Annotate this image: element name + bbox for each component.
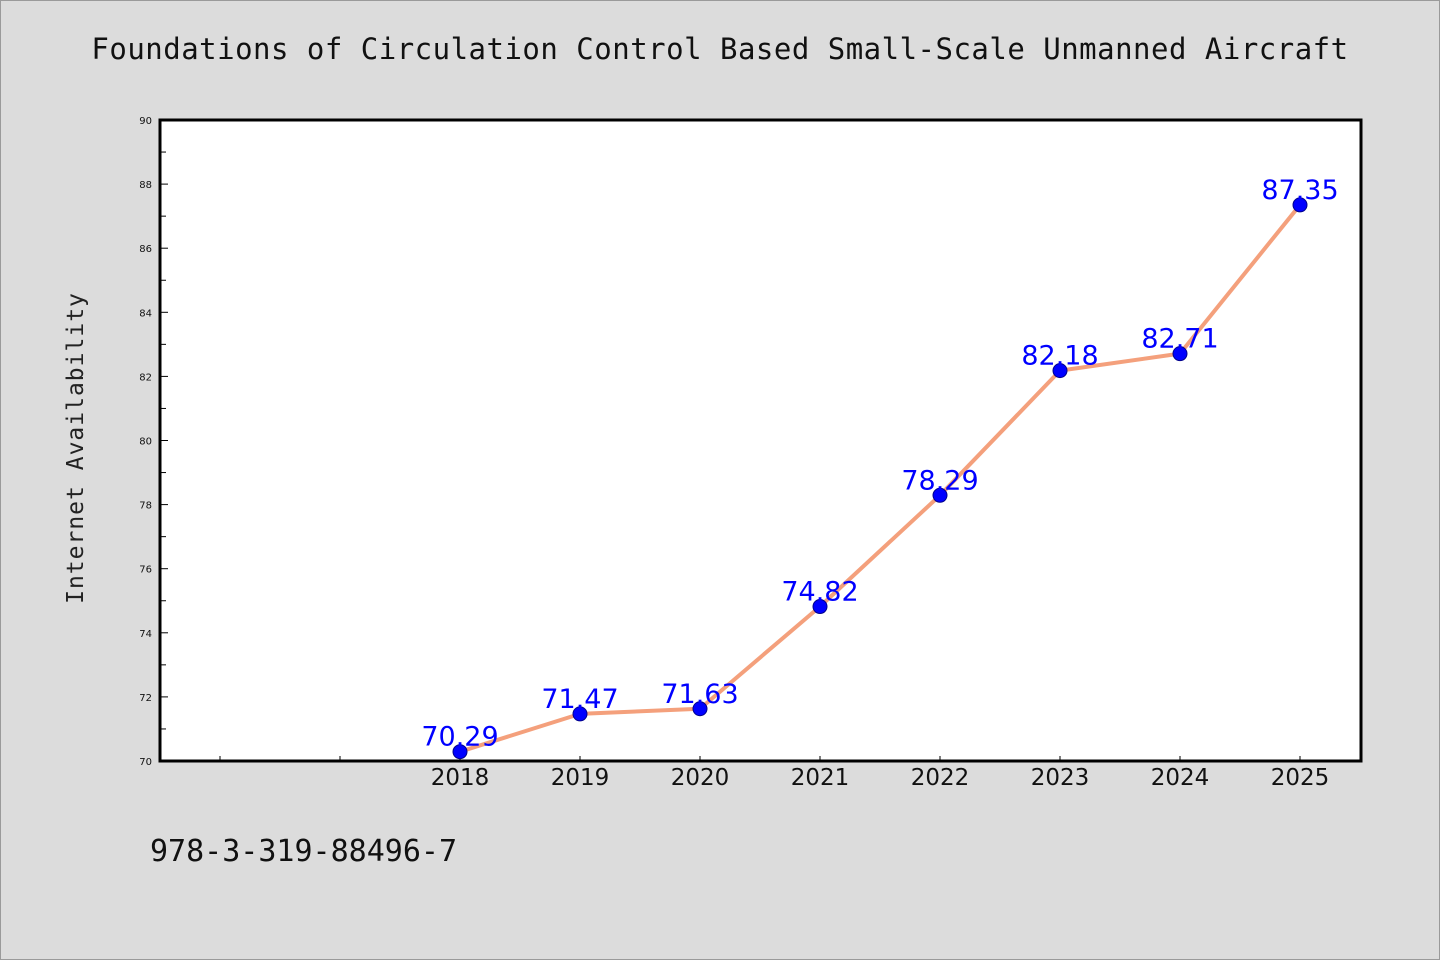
y-tick-label: 82 (139, 372, 152, 383)
plot-area (158, 118, 1363, 763)
y-tick-label: 76 (139, 565, 152, 576)
x-tick-label: 2019 (551, 765, 610, 791)
x-tick-label: 2021 (791, 765, 850, 791)
chart-title: Foundations of Circulation Control Based… (91, 32, 1349, 66)
y-tick-label: 84 (139, 308, 152, 319)
y-axis: 70 72 74 76 78 80 82 84 86 88 90 (139, 116, 168, 768)
x-tick-label: 2023 (1031, 765, 1090, 791)
data-point (932, 487, 948, 503)
y-tick-label: 90 (139, 116, 152, 127)
data-label: 82.18 (1021, 341, 1098, 372)
data-label: 78.29 (901, 465, 978, 496)
series-group (458, 202, 1302, 754)
y-tick-label: 80 (139, 437, 152, 448)
x-tick-label: 2022 (911, 765, 970, 791)
data-labels-group: 70.29 71.47 71.63 74.82 78.29 82.18 82.71 87.35 (421, 175, 1338, 753)
data-point (452, 744, 468, 760)
data-label: 71.47 (541, 684, 618, 715)
x-tick-label: 2025 (1271, 765, 1330, 791)
y-tick-label: 70 (139, 757, 152, 768)
data-point (692, 701, 708, 717)
series-line (458, 202, 1302, 754)
data-label: 87.35 (1261, 175, 1338, 206)
data-point (1172, 346, 1188, 362)
y-tick-label: 74 (139, 629, 152, 640)
y-tick-label: 86 (139, 244, 152, 255)
points-group (452, 197, 1308, 760)
y-tick-label: 72 (139, 693, 152, 704)
x-tick-label: 2020 (671, 765, 730, 791)
y-tick-label: 88 (139, 180, 152, 191)
data-label: 82.71 (1141, 324, 1218, 355)
data-label: 74.82 (781, 577, 858, 608)
x-tick-label: 2024 (1151, 765, 1210, 791)
data-point (1292, 197, 1308, 213)
x-axis: 2018 2019 2020 2021 2022 2023 2024 2025 (219, 756, 1330, 791)
data-label: 71.63 (661, 679, 738, 710)
data-label: 70.29 (421, 722, 498, 753)
data-point (1052, 363, 1068, 379)
isbn-footer: 978-3-319-88496-7 (150, 834, 458, 869)
x-tick-label: 2018 (431, 765, 490, 791)
y-tick-label: 78 (139, 501, 152, 512)
data-point (812, 599, 828, 615)
data-point (572, 706, 588, 722)
